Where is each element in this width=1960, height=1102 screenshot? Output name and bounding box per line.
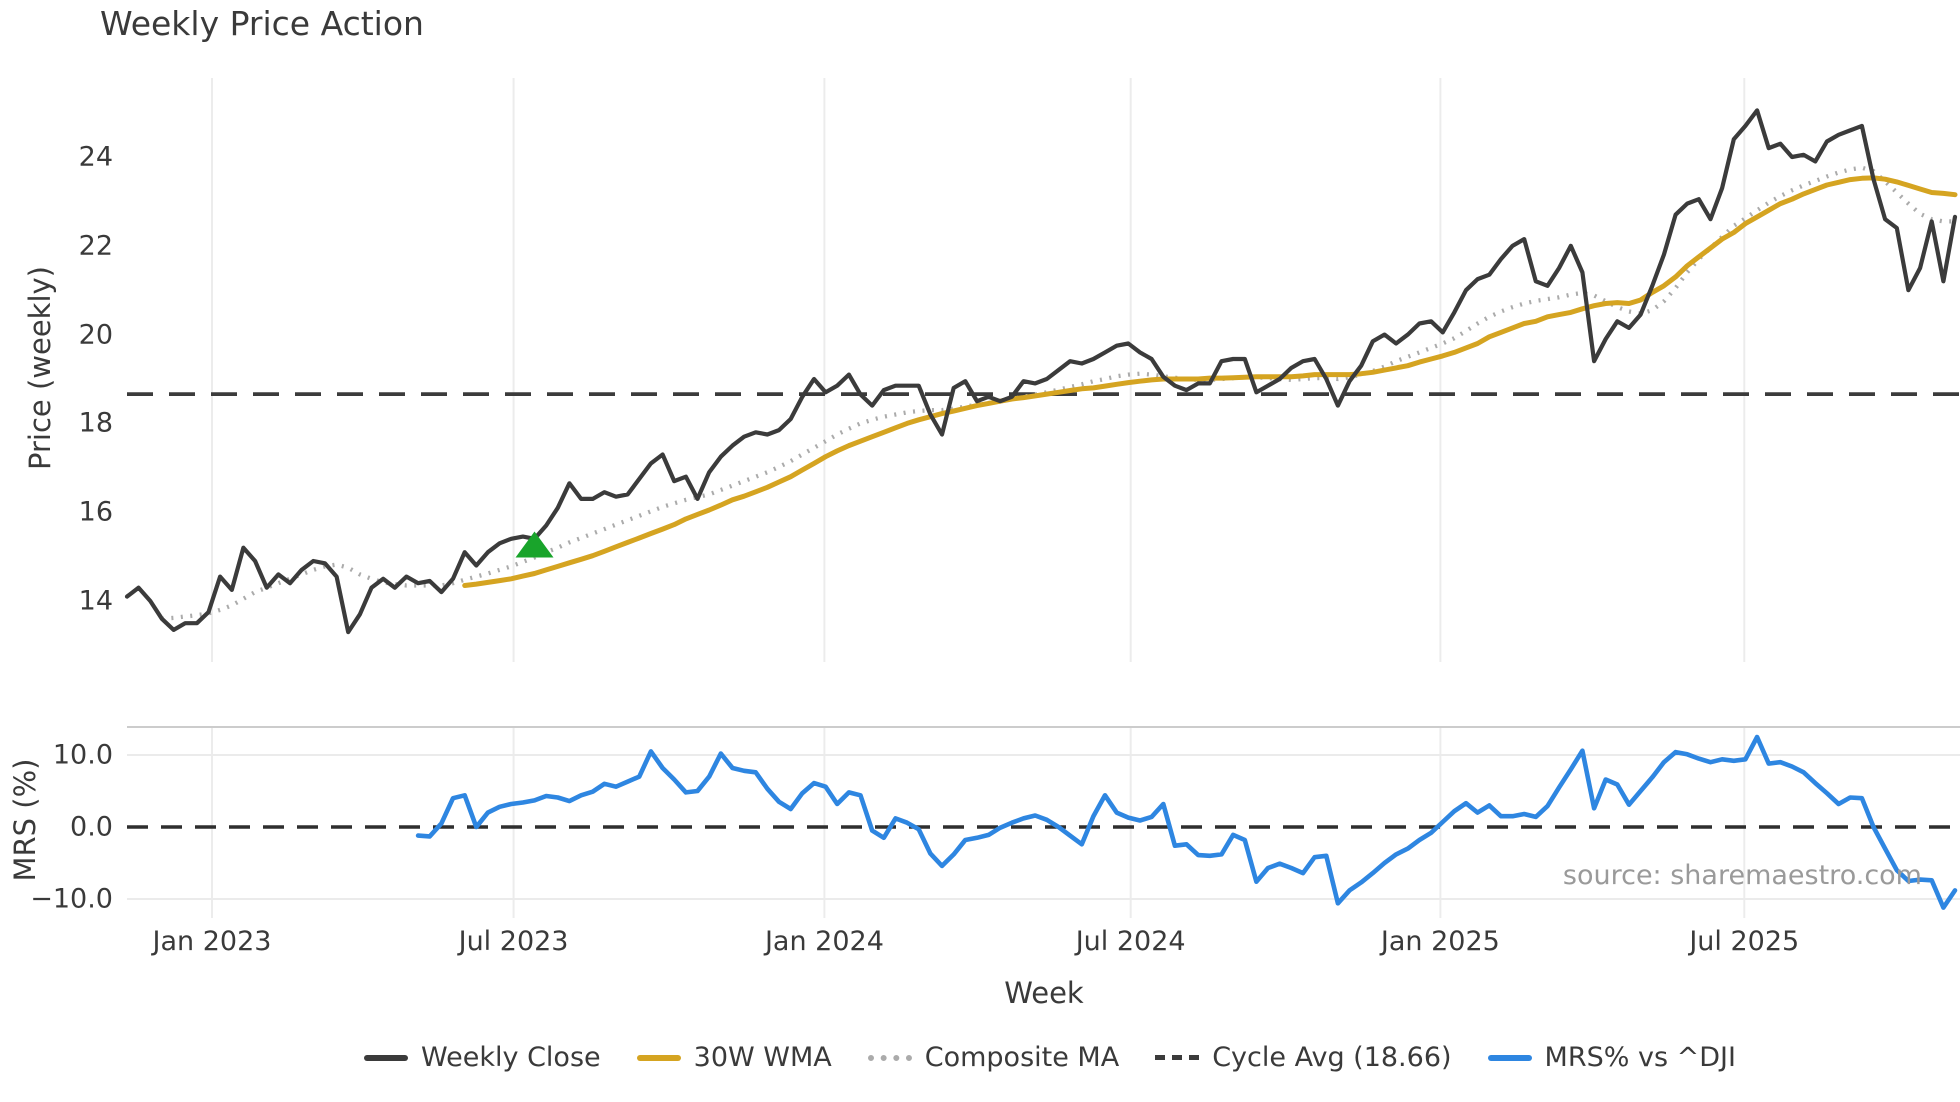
source-attribution: source: sharemaestro.com (1562, 860, 1922, 891)
chart-legend: Weekly Close 30W WMA Composite MA Cycle Avg… (0, 1042, 1960, 1073)
weekly-close-line (124, 108, 1958, 635)
legend-item-weekly-close: Weekly Close (364, 1042, 601, 1073)
legend-item-composite-ma: Composite MA (867, 1042, 1120, 1073)
weekly-close-swatch-icon (364, 1054, 409, 1061)
mrs-line (415, 734, 1958, 910)
mrs-swatch-icon (1487, 1054, 1532, 1061)
x-tick-jan-2024: Jan 2024 (764, 926, 884, 957)
price-tick-16: 16 (78, 496, 113, 528)
x-axis-label: Week (1004, 976, 1084, 1010)
legend-label-wma: 30W WMA (693, 1042, 832, 1073)
composite-ma-swatch-icon (867, 1054, 912, 1061)
legend-label-cycle-avg: Cycle Avg (18.66) (1212, 1042, 1452, 1073)
green-triangle-marker (515, 531, 554, 558)
price-tick-18: 18 (78, 407, 113, 439)
mrs-tick-0: 0.0 (70, 811, 113, 843)
mrs-tick--10: −10.0 (30, 883, 113, 915)
x-tick-jul-2025: Jul 2025 (1689, 926, 1800, 957)
mrs-tick-10: 10.0 (52, 739, 113, 771)
composite-ma-line (161, 165, 1955, 621)
cycle-avg-swatch-icon (1155, 1055, 1200, 1060)
legend-item-cycle-avg: Cycle Avg (18.66) (1155, 1042, 1452, 1073)
legend-item-wma: 30W WMA (636, 1042, 832, 1073)
x-tick-jan-2023: Jan 2023 (152, 926, 272, 957)
x-tick-jul-2024: Jul 2024 (1075, 926, 1186, 957)
wma-line (462, 175, 1958, 588)
x-tick-jan-2025: Jan 2025 (1380, 926, 1500, 957)
mrs-axis-label: MRS (%) (8, 758, 42, 882)
price-axis-label: Price (weekly) (23, 265, 57, 471)
price-tick-14: 14 (78, 585, 113, 617)
legend-label-composite-ma: Composite MA (924, 1042, 1120, 1073)
chart-title: Weekly Price Action (100, 4, 424, 43)
legend-label-weekly-close: Weekly Close (421, 1042, 601, 1073)
price-tick-22: 22 (78, 230, 113, 262)
price-tick-20: 20 (78, 319, 113, 351)
legend-label-mrs: MRS% vs ^DJI (1544, 1042, 1736, 1073)
legend-item-mrs: MRS% vs ^DJI (1487, 1042, 1736, 1073)
x-tick-jul-2023: Jul 2023 (458, 926, 569, 957)
wma-swatch-icon (636, 1054, 681, 1061)
price-tick-24: 24 (78, 141, 113, 173)
